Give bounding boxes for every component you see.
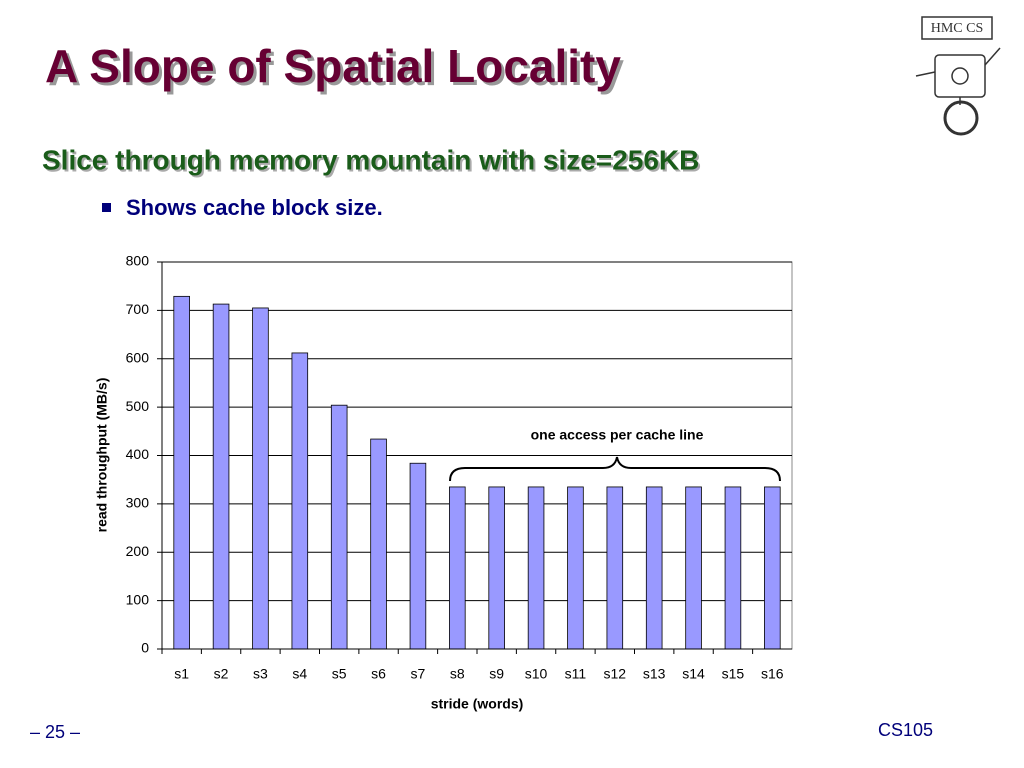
logo: HMC CS (915, 16, 1001, 136)
y-tick-label: 800 (126, 253, 150, 269)
y-tick-label: 700 (126, 301, 150, 317)
footer-page: – 25 – (30, 722, 80, 742)
x-tick-label: s12 (604, 666, 627, 682)
x-tick-label: s8 (450, 666, 465, 682)
bar (212, 303, 230, 650)
bar (527, 486, 545, 650)
x-tick-label: s3 (253, 666, 268, 682)
x-tick-label: s6 (371, 666, 386, 682)
x-tick-label: s9 (489, 666, 504, 682)
logo-banner (921, 16, 993, 40)
bar (606, 486, 624, 650)
bar (252, 307, 269, 650)
y-tick-label: 300 (126, 495, 150, 511)
logo-arm (984, 47, 1001, 66)
bar (173, 295, 190, 650)
x-tick-label: s15 (722, 666, 745, 682)
x-tick-label: s10 (525, 666, 548, 682)
bar (685, 486, 702, 650)
y-tick-label: 100 (126, 591, 150, 607)
brace (449, 456, 781, 482)
bar (724, 486, 742, 650)
y-tick-label: 500 (126, 398, 150, 414)
slide-title: A Slope of Spatial Locality (45, 40, 621, 92)
logo-dial (951, 67, 969, 85)
x-tick-label: s14 (682, 666, 705, 682)
x-tick-label: s16 (761, 666, 784, 682)
bar (409, 462, 427, 650)
bar (645, 486, 663, 650)
y-tick-label: 600 (126, 349, 150, 365)
y-tick-label: 0 (141, 640, 149, 656)
bar (370, 438, 387, 650)
bullet-marker (102, 203, 111, 212)
y-tick-label: 200 (126, 543, 150, 559)
bar (330, 404, 348, 650)
subtitle: Slice through memory mountain with size=… (42, 144, 699, 175)
footer-course: CS105 (878, 720, 933, 740)
x-tick-label: s5 (332, 666, 347, 682)
subtitle-shadow: Slice through memory mountain with size=… (44, 146, 701, 177)
x-axis-label: stride (words) (431, 696, 524, 712)
bar (449, 486, 466, 650)
logo-text: HMC CS (931, 21, 984, 36)
logo-arm (915, 71, 936, 77)
bar (764, 486, 781, 650)
x-tick-label: s7 (411, 666, 426, 682)
y-tick-label: 400 (126, 446, 150, 462)
x-tick-label: s4 (292, 666, 307, 682)
logo-wheel (943, 100, 979, 136)
bar (488, 486, 505, 650)
annotation: one access per cache line (531, 427, 704, 443)
title-shadow: A Slope of Spatial Locality (48, 43, 624, 95)
x-tick-label: s11 (565, 666, 587, 682)
x-tick-label: s1 (174, 666, 189, 682)
x-tick-label: s13 (643, 666, 666, 682)
x-tick-label: s2 (214, 666, 229, 682)
bullet-text: Shows cache block size. (126, 195, 383, 220)
bar (291, 352, 309, 650)
y-axis-label: read throughput (MB/s) (94, 378, 110, 533)
bar (567, 486, 584, 650)
